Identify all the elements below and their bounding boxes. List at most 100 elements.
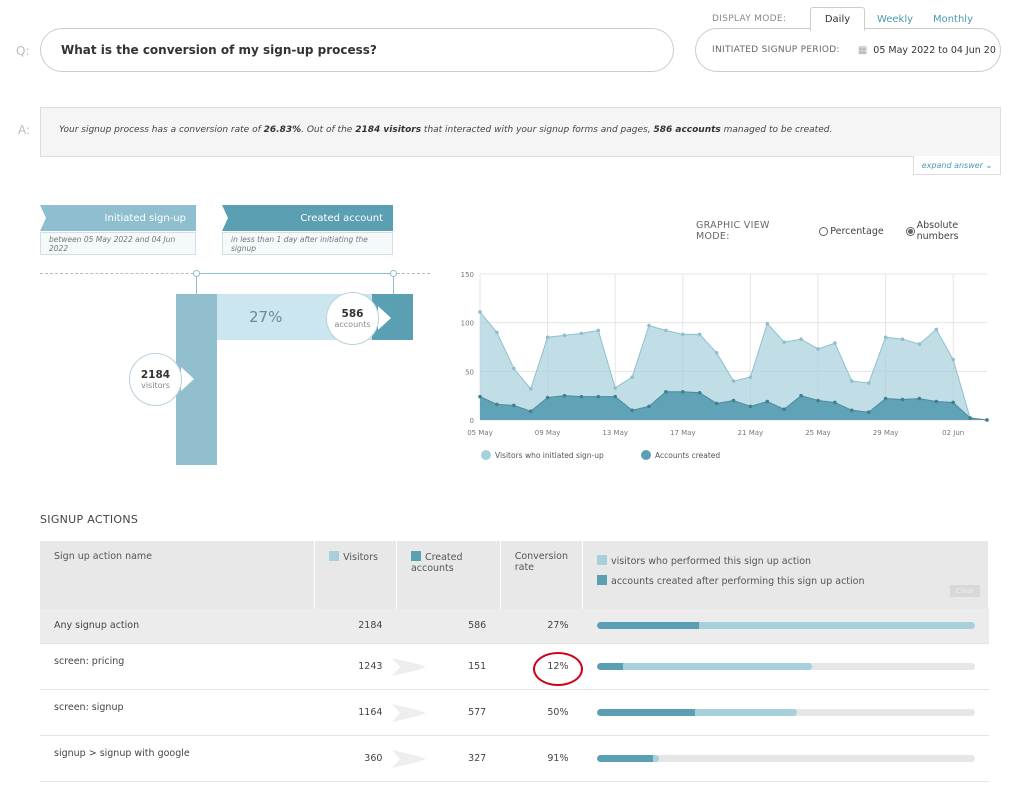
data-point <box>714 351 719 355</box>
col-header-visitors[interactable]: Visitors <box>314 541 397 609</box>
row-rate: 12% <box>533 651 584 686</box>
data-point <box>562 393 567 398</box>
row-progress <box>582 735 989 782</box>
legend-swatch-dark <box>410 551 421 561</box>
answer-text: managed to be created. <box>720 125 833 135</box>
visitors-bubble: 2184 visitors <box>129 353 182 406</box>
signup-actions-table: Sign up action name Visitors Created acc… <box>40 541 989 782</box>
data-point <box>850 379 854 383</box>
data-point <box>664 328 668 333</box>
data-point <box>850 408 854 413</box>
table-row-total[interactable]: Any signup action 2184 586 27% <box>40 609 989 644</box>
row-name: signup > signup with google <box>40 735 315 782</box>
progress-visitors <box>596 622 975 630</box>
col-header-created-label: Created accounts <box>410 552 463 574</box>
progress-visitors <box>596 662 812 670</box>
funnel-arrow-icon <box>392 703 427 722</box>
data-point <box>917 342 922 346</box>
row-progress <box>582 689 989 736</box>
funnel-node <box>390 270 397 277</box>
legend-accounts: accounts created after performing this s… <box>611 576 865 587</box>
funnel-connector <box>196 273 393 274</box>
table-row[interactable]: screen: pricing 1243 151 12% <box>40 643 989 690</box>
legend-marker <box>481 450 491 460</box>
row-accounts: 327 <box>468 752 487 764</box>
radio-percentage[interactable]: Percentage <box>819 226 884 237</box>
arrow-right-icon <box>181 367 194 391</box>
data-point <box>951 357 955 362</box>
answer-box: Your signup process has a conversion rat… <box>40 107 1001 157</box>
x-tick-label: 05 May <box>467 429 493 437</box>
signup-area-chart: 0 50 100 150 05 May 09 May 13 May 17 May 21 May 2… <box>461 271 989 460</box>
x-tick-label: 09 May <box>535 429 561 437</box>
x-tick-label: 02 Jun <box>942 429 964 437</box>
row-rate: 27% <box>500 609 583 644</box>
progress-accounts <box>596 754 654 762</box>
data-point <box>765 399 770 404</box>
x-tick-label: 17 May <box>670 429 696 437</box>
progress-accounts <box>596 622 699 630</box>
data-point <box>883 396 888 401</box>
col-header-visitors-label: Visitors <box>343 552 378 563</box>
data-point <box>714 401 719 406</box>
table-row[interactable]: screen: signup 1164 577 50% <box>40 689 989 736</box>
period-selector[interactable]: INITIATED SIGNUP PERIOD: ▦ 05 May 2022 t… <box>695 28 1001 72</box>
data-point <box>968 416 972 420</box>
progress-visitors <box>596 708 797 716</box>
row-progress <box>582 643 989 690</box>
legend-label: Visitors who initiated sign-up <box>495 451 604 460</box>
tab-weekly[interactable]: Weekly <box>876 13 914 25</box>
data-point <box>681 332 685 337</box>
expand-answer-button[interactable]: expand answer ⌄ <box>913 156 1001 175</box>
data-point <box>545 395 550 400</box>
data-point <box>512 403 516 408</box>
period-label: INITIATED SIGNUP PERIOD: <box>712 45 840 55</box>
legend-swatch-light <box>329 551 340 561</box>
y-tick-label: 50 <box>465 368 474 376</box>
accounts-count: 586 <box>341 308 364 320</box>
clear-button[interactable]: Clear <box>949 585 980 597</box>
answer-visitors: 2184 visitors <box>355 125 422 135</box>
row-accounts: 577 <box>468 706 487 718</box>
col-header-rate[interactable]: Conversion rate <box>500 541 584 609</box>
table-row[interactable]: signup > signup with google 360 327 91% <box>40 735 989 782</box>
data-point <box>900 397 905 402</box>
row-progress <box>582 609 989 644</box>
tab-daily[interactable]: Daily <box>810 7 865 31</box>
data-point <box>748 375 753 379</box>
tab-monthly[interactable]: Monthly <box>932 13 974 25</box>
col-header-name[interactable]: Sign up action name <box>40 541 316 609</box>
legend-visitors: visitors who performed this sign up acti… <box>611 556 812 567</box>
question-input[interactable]: What is the conversion of my sign-up pro… <box>40 28 674 72</box>
legend-label: Accounts created <box>655 451 720 460</box>
y-tick-label: 100 <box>461 320 474 328</box>
data-point <box>934 327 939 332</box>
accounts-bubble: 586 accounts <box>326 292 379 345</box>
row-accounts: 586 <box>396 609 501 644</box>
funnel-connector <box>196 273 197 295</box>
y-tick-label: 150 <box>461 271 474 279</box>
data-point <box>528 409 533 414</box>
x-tick-label: 29 May <box>873 429 899 437</box>
data-point <box>630 375 634 379</box>
answer-text: . Out of the <box>301 125 356 135</box>
row-visitors: 1164 <box>314 689 397 736</box>
row-name: Any signup action <box>40 609 315 644</box>
expand-answer-label: expand answer <box>921 160 983 170</box>
data-point <box>647 323 651 328</box>
radio-absolute-label: Absolute numbers <box>916 220 959 242</box>
data-point <box>799 393 803 398</box>
x-tick-label: 25 May <box>805 429 831 437</box>
data-point <box>748 404 753 409</box>
data-point <box>681 389 685 394</box>
section-title: SIGNUP ACTIONS <box>40 513 139 526</box>
col-header-legend: visitors who performed this sign up acti… <box>582 541 989 609</box>
question-icon: Q: <box>16 44 30 58</box>
radio-absolute[interactable]: Absolute numbers <box>905 220 1002 242</box>
answer-accounts: 586 accounts <box>653 125 721 135</box>
answer-icon: A: <box>18 123 31 137</box>
row-visitors: 360 <box>314 735 397 782</box>
x-tick-label: 21 May <box>738 429 764 437</box>
col-header-created[interactable]: Created accounts <box>396 541 501 609</box>
data-point <box>731 379 736 383</box>
